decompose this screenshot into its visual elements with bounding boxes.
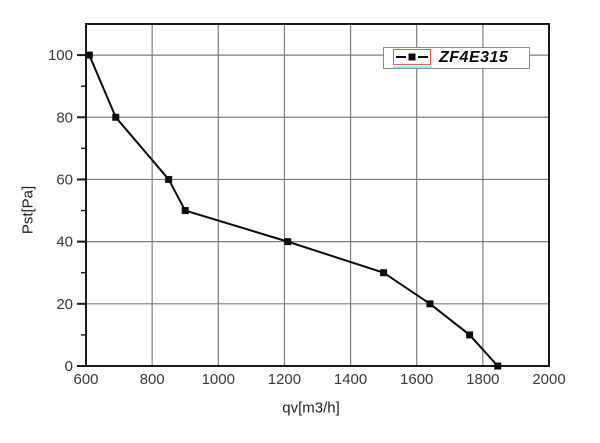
legend-series-label: ZF4E315 <box>439 49 509 66</box>
y-tick-label: 40 <box>56 234 73 251</box>
x-tick-label: 1800 <box>466 371 499 388</box>
series-marker <box>181 207 189 215</box>
series-marker <box>85 51 93 59</box>
y-tick-label: 80 <box>56 109 73 126</box>
y-axis-title: Pst[Pa] <box>19 185 37 235</box>
series-line <box>88 54 499 367</box>
legend-sample-marker <box>408 53 416 61</box>
legend[interactable]: ZF4E315 <box>383 47 530 69</box>
y-tick-label: 100 <box>48 47 73 64</box>
legend-line-sample <box>396 53 428 61</box>
x-tick-label: 800 <box>140 371 165 388</box>
plot-frame <box>85 23 550 367</box>
y-tick-label: 20 <box>56 296 73 313</box>
x-tick-label: 1600 <box>400 371 433 388</box>
series-marker <box>165 175 173 183</box>
x-tick-label: 1200 <box>268 371 301 388</box>
x-axis-title: qv[m3/h] <box>282 399 340 417</box>
series-marker <box>380 269 388 277</box>
x-tick-label: 2000 <box>532 371 565 388</box>
x-tick-label: 1400 <box>334 371 367 388</box>
series-marker <box>494 362 502 370</box>
y-tick-label: 0 <box>65 358 73 375</box>
series-marker <box>426 300 434 308</box>
legend-selection-underline <box>393 65 432 68</box>
y-tick-label: 60 <box>56 171 73 188</box>
series-marker <box>112 113 120 121</box>
x-tick-label: 600 <box>73 371 98 388</box>
series-marker <box>466 331 474 339</box>
x-tick-label: 1000 <box>202 371 235 388</box>
series-marker <box>284 238 292 246</box>
legend-selection-box <box>393 49 431 65</box>
